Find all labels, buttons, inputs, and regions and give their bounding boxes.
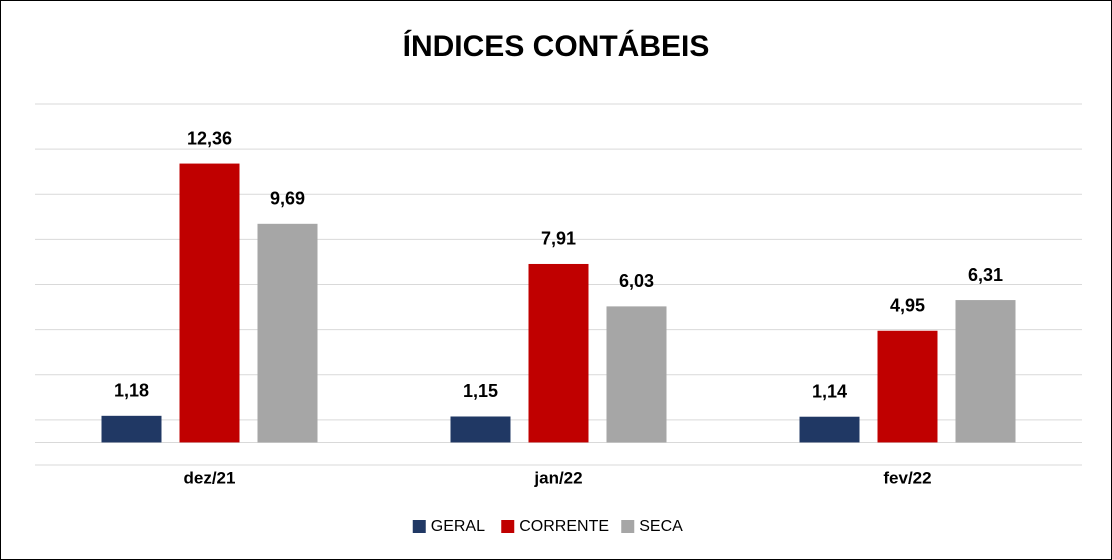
bar (877, 330, 938, 443)
bar (101, 415, 162, 443)
x-tick-label: dez/21 (184, 468, 236, 487)
value-label: 1,15 (463, 381, 498, 401)
legend-swatch (621, 520, 635, 533)
value-label: 6,03 (619, 271, 654, 291)
x-tick-label: fev/22 (883, 468, 931, 487)
value-label: 12,36 (187, 128, 232, 148)
value-label: 1,14 (812, 381, 847, 401)
value-label: 7,91 (541, 229, 576, 249)
value-label: 1,18 (114, 381, 149, 401)
bar (799, 416, 860, 443)
value-label: 9,69 (270, 189, 305, 209)
legend-label: GERAL (431, 518, 485, 535)
legend-swatch (501, 520, 515, 533)
bar (450, 416, 511, 443)
legend-label: CORRENTE (519, 518, 609, 535)
x-tick-label: jan/22 (533, 468, 582, 487)
bar (179, 163, 240, 443)
chart-title: ÍNDICES CONTÁBEIS (403, 29, 710, 63)
legend-label: SECA (639, 518, 683, 535)
value-label: 6,31 (968, 265, 1003, 285)
bar (955, 300, 1016, 443)
bar (528, 263, 589, 443)
bar (257, 223, 318, 443)
legend-swatch (412, 520, 426, 533)
value-label: 4,95 (890, 296, 925, 316)
bar (606, 306, 667, 443)
